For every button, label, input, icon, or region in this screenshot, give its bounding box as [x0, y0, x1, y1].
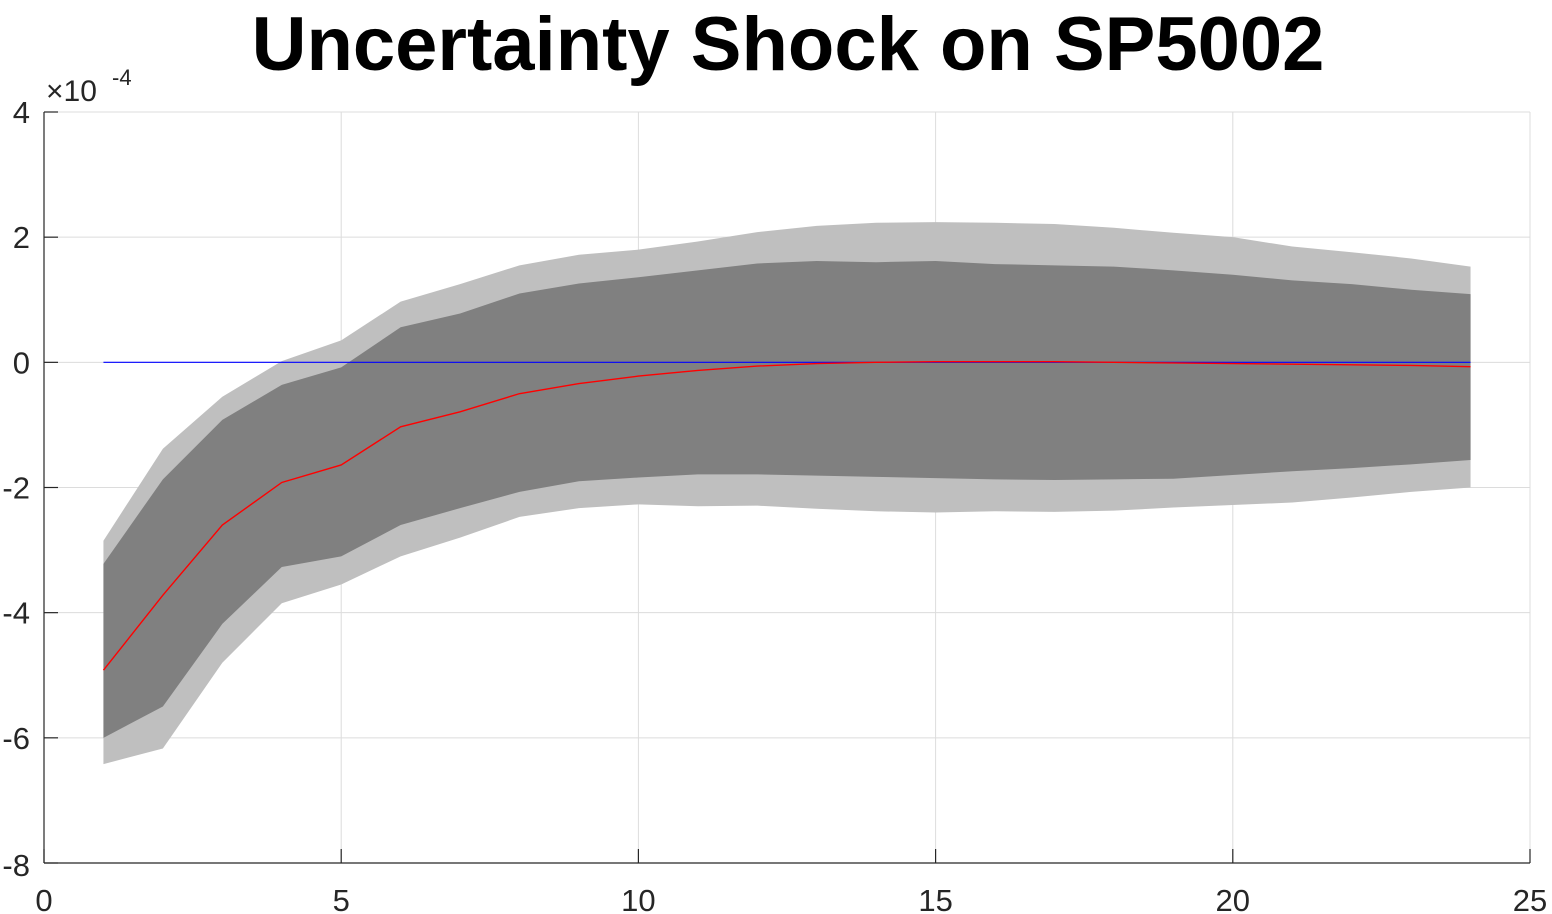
y-tick-label: 0	[13, 345, 30, 380]
confidence-bands	[103, 222, 1471, 765]
axes	[43, 111, 1531, 864]
chart-title: Uncertainty Shock on SP5002	[252, 2, 1325, 87]
x-tick-label: 10	[621, 883, 655, 914]
y-tick-label: 2	[13, 220, 30, 255]
y-tick-label: -2	[2, 471, 30, 506]
y-exponent-power: -4	[112, 65, 132, 90]
x-tick-label: 15	[918, 883, 952, 914]
x-tick-label: 0	[35, 883, 52, 914]
response-lines	[102, 361, 1471, 671]
y-exponent-base: ×10	[46, 75, 97, 108]
y-tick-label: -8	[2, 848, 30, 883]
x-tick-label: 25	[1513, 883, 1547, 914]
y-tick-label: -4	[2, 596, 30, 631]
x-tick-label: 5	[333, 883, 350, 914]
inner-confidence-band	[103, 260, 1471, 738]
y-tick-label: 4	[13, 95, 30, 130]
y-exponent-label: ×10 -4	[46, 65, 132, 108]
median-response-line	[102, 361, 1471, 671]
x-tick-label: 20	[1216, 883, 1250, 914]
y-tick-label: -6	[2, 721, 30, 756]
